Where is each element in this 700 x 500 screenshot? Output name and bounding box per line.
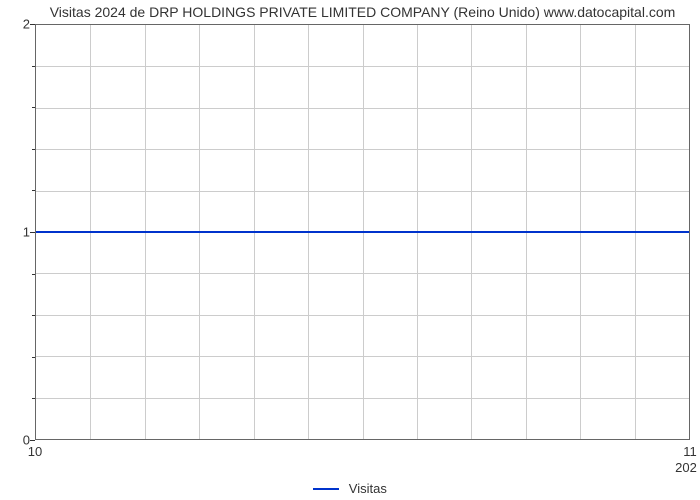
chart-container: Visitas 2024 de DRP HOLDINGS PRIVATE LIM…	[0, 0, 700, 500]
chart-title: Visitas 2024 de DRP HOLDINGS PRIVATE LIM…	[35, 4, 690, 20]
plot-area	[35, 24, 690, 440]
x-tick-label-left: 10	[28, 444, 42, 459]
x-right-sublabel: 202	[675, 460, 697, 475]
x-tick-label-right: 11	[683, 444, 697, 459]
legend-swatch	[313, 488, 339, 490]
y-tick-label-1: 1	[0, 225, 30, 240]
y-tick-label-2: 2	[0, 17, 30, 32]
legend-label: Visitas	[349, 481, 387, 496]
y-tick-mark	[30, 440, 35, 441]
y-tick-label-0: 0	[0, 433, 30, 448]
legend: Visitas	[0, 480, 700, 496]
series-line-visitas	[36, 231, 689, 233]
